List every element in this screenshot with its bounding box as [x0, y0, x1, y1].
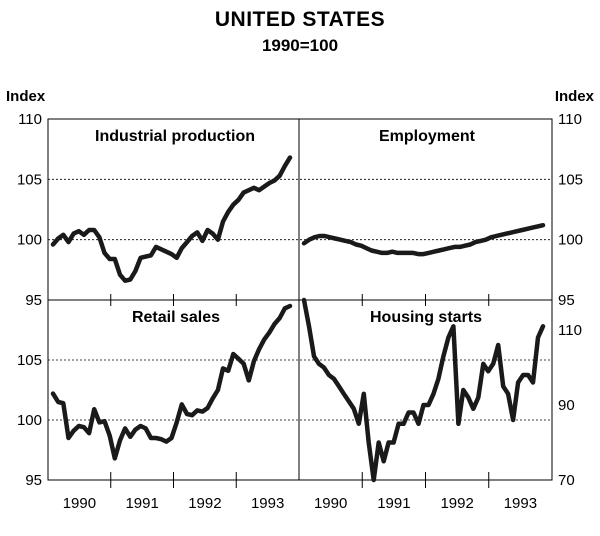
panel-title-housing-starts: Housing starts: [370, 309, 482, 326]
y-tick-right-100: 100: [558, 232, 583, 249]
chart-title: UNITED STATES: [214, 8, 386, 31]
y-tick-right-110: 110: [558, 111, 582, 128]
chart-subtitle: 1990=100: [261, 36, 339, 55]
x-label-left-1992: 1992: [188, 495, 221, 512]
x-label-left-1993: 1993: [251, 495, 284, 512]
series-line-housing-starts: [301, 297, 546, 483]
x-label-left-1990: 1990: [63, 495, 96, 512]
y-tick-right-housing-90: 90: [558, 397, 575, 414]
y-tick-left-110: 110: [18, 111, 42, 128]
y-axis-label-left: Index: [6, 88, 46, 105]
x-label-right-1992: 1992: [440, 495, 473, 512]
panel-title-retail-sales: Retail sales: [132, 309, 220, 326]
y-tick-left-top-105: 105: [17, 171, 42, 188]
y-tick-right-housing-110: 110: [558, 322, 582, 339]
y-tick-right-housing-70: 70: [558, 472, 575, 489]
y-axis-label-right: Index: [555, 88, 595, 105]
x-label-right-1990: 1990: [314, 495, 347, 512]
y-tick-left-95-mid: 95: [25, 292, 42, 309]
y-tick-left-bottom-95: 95: [25, 472, 42, 489]
y-tick-left-bottom-105: 105: [17, 352, 42, 369]
x-ticks: 1990 1991 1992 1993 1990 1991 1992 1993: [63, 294, 537, 512]
y-tick-left-bottom-100: 100: [17, 412, 42, 429]
x-label-right-1991: 1991: [377, 495, 410, 512]
panel-title-industrial-production: Industrial production: [95, 128, 255, 145]
series-line-retail-sales: [50, 303, 293, 461]
panel-title-employment: Employment: [379, 128, 476, 145]
y-tick-right-105: 105: [558, 171, 583, 188]
x-label-right-1993: 1993: [504, 495, 537, 512]
y-tick-left-top-100: 100: [17, 232, 42, 249]
series-line-industrial-production: [50, 155, 293, 283]
y-tick-labels: 110 105 100 95 105 100 95 110 105 100 95 110 90 70: [17, 111, 583, 489]
gridlines: [48, 178, 552, 421]
series-line-employment: [301, 222, 546, 257]
y-tick-right-95: 95: [558, 292, 575, 309]
x-label-left-1991: 1991: [125, 495, 158, 512]
